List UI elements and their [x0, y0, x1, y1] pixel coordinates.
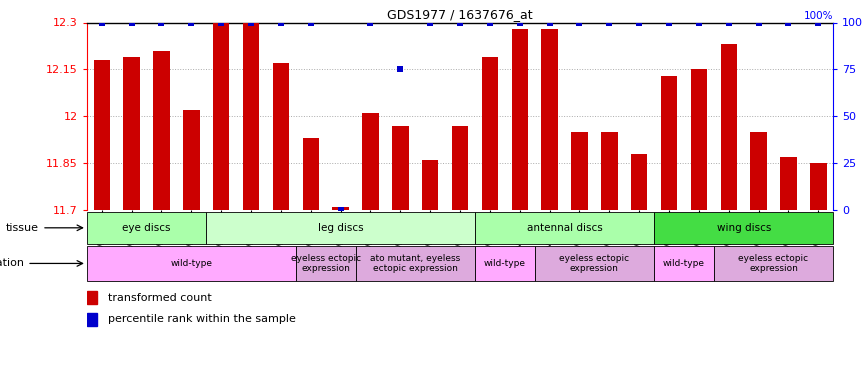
Title: GDS1977 / 1637676_at: GDS1977 / 1637676_at [387, 8, 533, 21]
Bar [303, 138, 319, 210]
Bar [542, 29, 558, 210]
Bar [273, 63, 289, 210]
Bar [87, 246, 296, 281]
Bar [810, 163, 826, 210]
Bar [571, 132, 588, 210]
Bar [213, 22, 229, 210]
Text: tissue: tissue [6, 223, 39, 233]
Text: eyeless ectopic
expression: eyeless ectopic expression [559, 254, 629, 273]
Bar [475, 246, 535, 281]
Bar [356, 246, 475, 281]
Bar [87, 313, 97, 326]
Bar [713, 246, 833, 281]
Bar [751, 132, 766, 210]
Bar [482, 57, 498, 210]
Text: eyeless ectopic
expression: eyeless ectopic expression [739, 254, 809, 273]
Bar [602, 132, 617, 210]
Text: eyeless ectopic
expression: eyeless ectopic expression [291, 254, 361, 273]
Text: genotype/variation: genotype/variation [0, 258, 24, 268]
Bar [661, 76, 677, 210]
Bar [392, 126, 409, 210]
Text: antennal discs: antennal discs [527, 223, 602, 233]
Text: wing discs: wing discs [716, 223, 771, 233]
Bar [87, 212, 207, 244]
Bar [780, 157, 797, 210]
Bar [207, 212, 475, 244]
Bar [691, 69, 707, 210]
Bar [296, 246, 356, 281]
Bar [243, 22, 260, 210]
Bar [332, 207, 349, 210]
Text: wild-type: wild-type [663, 259, 705, 268]
Text: eye discs: eye discs [122, 223, 171, 233]
Bar [154, 51, 169, 210]
Bar [422, 160, 438, 210]
Text: 100%: 100% [804, 10, 833, 21]
Bar [362, 113, 378, 210]
Bar [87, 291, 97, 304]
Bar [631, 154, 648, 210]
Text: transformed count: transformed count [108, 292, 212, 303]
Bar [123, 57, 140, 210]
Text: ato mutant, eyeless
ectopic expression: ato mutant, eyeless ectopic expression [370, 254, 460, 273]
Text: wild-type: wild-type [170, 259, 213, 268]
Text: percentile rank within the sample: percentile rank within the sample [108, 314, 296, 324]
Bar [475, 212, 654, 244]
Bar [452, 126, 468, 210]
Bar [94, 60, 110, 210]
Text: leg discs: leg discs [318, 223, 364, 233]
Bar [183, 110, 200, 210]
Bar [720, 44, 737, 210]
Bar [511, 29, 528, 210]
Bar [535, 246, 654, 281]
Text: wild-type: wild-type [483, 259, 526, 268]
Bar [654, 246, 713, 281]
Bar [654, 212, 833, 244]
